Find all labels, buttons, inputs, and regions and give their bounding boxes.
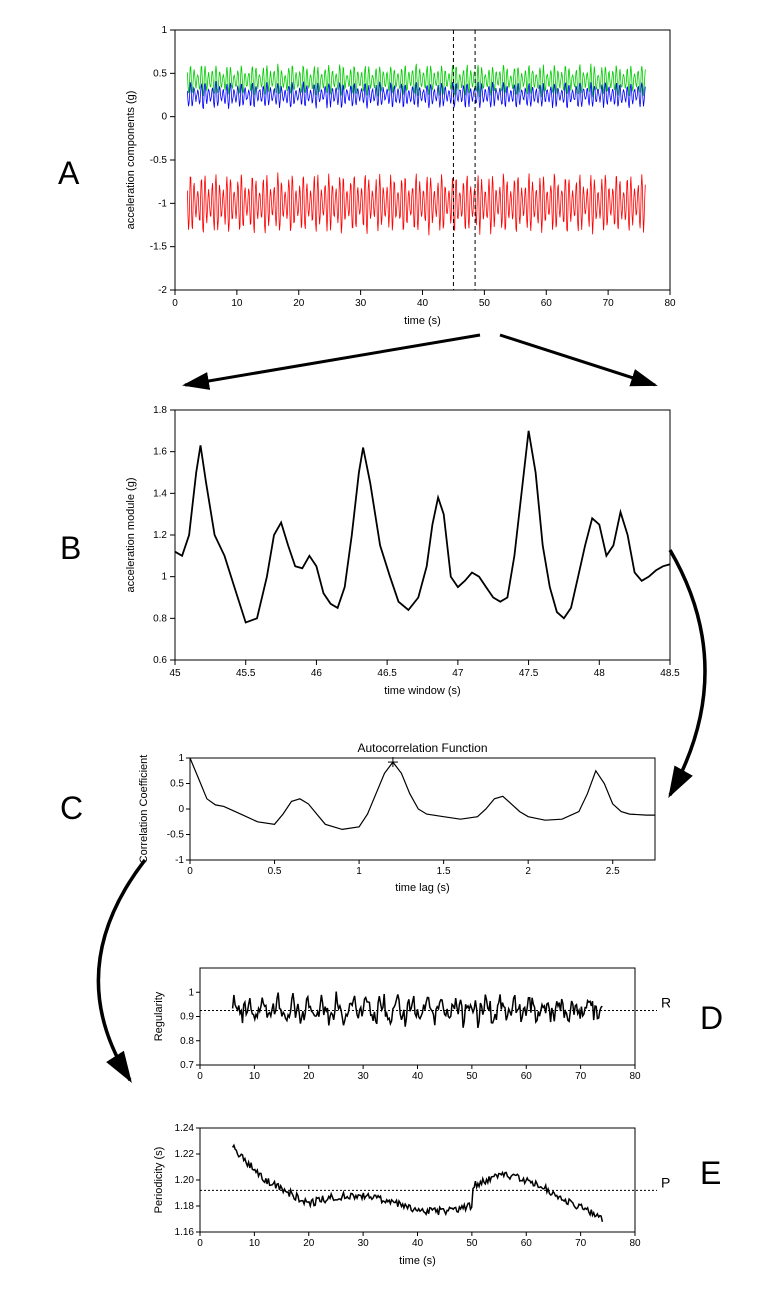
svg-text:0.7: 0.7 xyxy=(180,1060,194,1071)
svg-text:0.8: 0.8 xyxy=(153,613,167,624)
svg-text:-1: -1 xyxy=(158,198,167,209)
svg-text:0.9: 0.9 xyxy=(180,1012,194,1023)
panel-b-label: B xyxy=(60,530,81,567)
svg-text:70: 70 xyxy=(575,1071,587,1082)
svg-text:0: 0 xyxy=(197,1238,203,1249)
svg-text:60: 60 xyxy=(541,298,553,309)
arrow-a-to-b-left xyxy=(120,330,680,400)
svg-text:-1: -1 xyxy=(175,855,184,866)
svg-text:10: 10 xyxy=(249,1238,261,1249)
svg-text:10: 10 xyxy=(249,1071,261,1082)
svg-text:48: 48 xyxy=(594,668,606,679)
svg-text:40: 40 xyxy=(412,1071,424,1082)
svg-text:0: 0 xyxy=(178,804,184,815)
panel-a-label: A xyxy=(58,155,79,192)
svg-text:0: 0 xyxy=(187,866,193,877)
svg-text:1: 1 xyxy=(161,25,167,36)
svg-text:1: 1 xyxy=(356,866,362,877)
svg-text:0.5: 0.5 xyxy=(170,779,184,790)
svg-text:30: 30 xyxy=(358,1238,370,1249)
svg-text:Correlation Coefficient: Correlation Coefficient xyxy=(138,755,150,864)
svg-text:Periodicity (s): Periodicity (s) xyxy=(153,1147,165,1214)
svg-text:0.8: 0.8 xyxy=(180,1036,194,1047)
svg-text:1.5: 1.5 xyxy=(437,866,451,877)
svg-text:47: 47 xyxy=(452,668,464,679)
svg-text:30: 30 xyxy=(358,1071,370,1082)
svg-text:1.22: 1.22 xyxy=(175,1149,195,1160)
svg-text:PI: PI xyxy=(661,1174,670,1190)
panel-c-chart: 0 0.5 1 1.5 2 2.5 -1 -0.5 0 0.5 1 Autocorrelation F… xyxy=(135,740,665,895)
svg-text:1.16: 1.16 xyxy=(175,1227,195,1238)
panel-b-chart: 4545.54646.54747.54848.50.60.811.21.41.6… xyxy=(120,400,680,700)
svg-text:10: 10 xyxy=(231,298,243,309)
svg-text:1: 1 xyxy=(178,753,184,764)
svg-text:80: 80 xyxy=(664,298,676,309)
svg-text:1.4: 1.4 xyxy=(153,488,167,499)
svg-text:46.5: 46.5 xyxy=(377,668,397,679)
svg-text:time (s): time (s) xyxy=(399,1255,436,1267)
svg-text:20: 20 xyxy=(303,1071,315,1082)
svg-text:1.20: 1.20 xyxy=(175,1175,195,1186)
svg-text:45: 45 xyxy=(169,668,181,679)
svg-text:80: 80 xyxy=(629,1238,641,1249)
svg-text:2: 2 xyxy=(525,866,531,877)
svg-text:1.2: 1.2 xyxy=(153,530,167,541)
svg-text:Autocorrelation Function: Autocorrelation Function xyxy=(357,741,487,755)
svg-text:70: 70 xyxy=(575,1238,587,1249)
panel-c-label: C xyxy=(60,790,83,827)
svg-text:1.8: 1.8 xyxy=(153,405,167,416)
svg-text:0.5: 0.5 xyxy=(268,866,282,877)
svg-text:20: 20 xyxy=(293,298,305,309)
svg-text:45.5: 45.5 xyxy=(236,668,256,679)
svg-text:time window (s): time window (s) xyxy=(384,685,460,697)
svg-text:50: 50 xyxy=(466,1071,478,1082)
svg-text:acceleration module (g): acceleration module (g) xyxy=(125,478,137,593)
svg-text:1.24: 1.24 xyxy=(175,1123,195,1134)
svg-text:40: 40 xyxy=(412,1238,424,1249)
panel-e-chart: 0 10 20 30 40 50 60 70 80 1.16 1.18 1.20 1.22 1.24 tim… xyxy=(150,1120,670,1270)
svg-text:0: 0 xyxy=(161,112,167,123)
svg-text:RI: RI xyxy=(661,994,670,1010)
svg-text:0.6: 0.6 xyxy=(153,655,167,666)
svg-text:50: 50 xyxy=(479,298,491,309)
svg-text:50: 50 xyxy=(466,1238,478,1249)
arrow-b-to-c xyxy=(660,530,750,820)
svg-text:time (s): time (s) xyxy=(404,315,441,327)
svg-text:0: 0 xyxy=(172,298,178,309)
svg-text:-2: -2 xyxy=(158,285,167,296)
svg-text:1.6: 1.6 xyxy=(153,447,167,458)
svg-text:60: 60 xyxy=(521,1238,533,1249)
svg-text:acceleration components (g): acceleration components (g) xyxy=(125,91,137,230)
svg-text:1: 1 xyxy=(188,987,194,998)
svg-text:2.5: 2.5 xyxy=(606,866,620,877)
svg-text:70: 70 xyxy=(603,298,615,309)
svg-text:1.18: 1.18 xyxy=(175,1201,195,1212)
svg-text:-0.5: -0.5 xyxy=(150,155,168,166)
svg-text:1: 1 xyxy=(161,572,167,583)
svg-text:0.5: 0.5 xyxy=(153,68,167,79)
svg-text:Regularity: Regularity xyxy=(153,991,165,1041)
panel-a-chart: 0 10 20 30 40 50 60 70 80 -2 -1.5 -1 -0.5 0 0.5 1 time (… xyxy=(120,20,680,330)
panel-d-label: D xyxy=(700,1000,723,1037)
arrow-c-to-d xyxy=(55,850,165,1100)
svg-text:0: 0 xyxy=(197,1071,203,1082)
svg-text:-0.5: -0.5 xyxy=(167,830,185,841)
svg-text:30: 30 xyxy=(355,298,367,309)
panel-e-label: E xyxy=(700,1155,721,1192)
panel-d-chart: 0 10 20 30 40 50 60 70 80 0.7 0.8 0.9 1 Regularity RI xyxy=(150,960,670,1090)
svg-text:time lag (s): time lag (s) xyxy=(395,882,449,894)
svg-text:46: 46 xyxy=(311,668,323,679)
svg-text:20: 20 xyxy=(303,1238,315,1249)
svg-text:40: 40 xyxy=(417,298,429,309)
svg-text:47.5: 47.5 xyxy=(519,668,539,679)
svg-text:80: 80 xyxy=(629,1071,641,1082)
svg-text:-1.5: -1.5 xyxy=(150,242,168,253)
svg-text:60: 60 xyxy=(521,1071,533,1082)
